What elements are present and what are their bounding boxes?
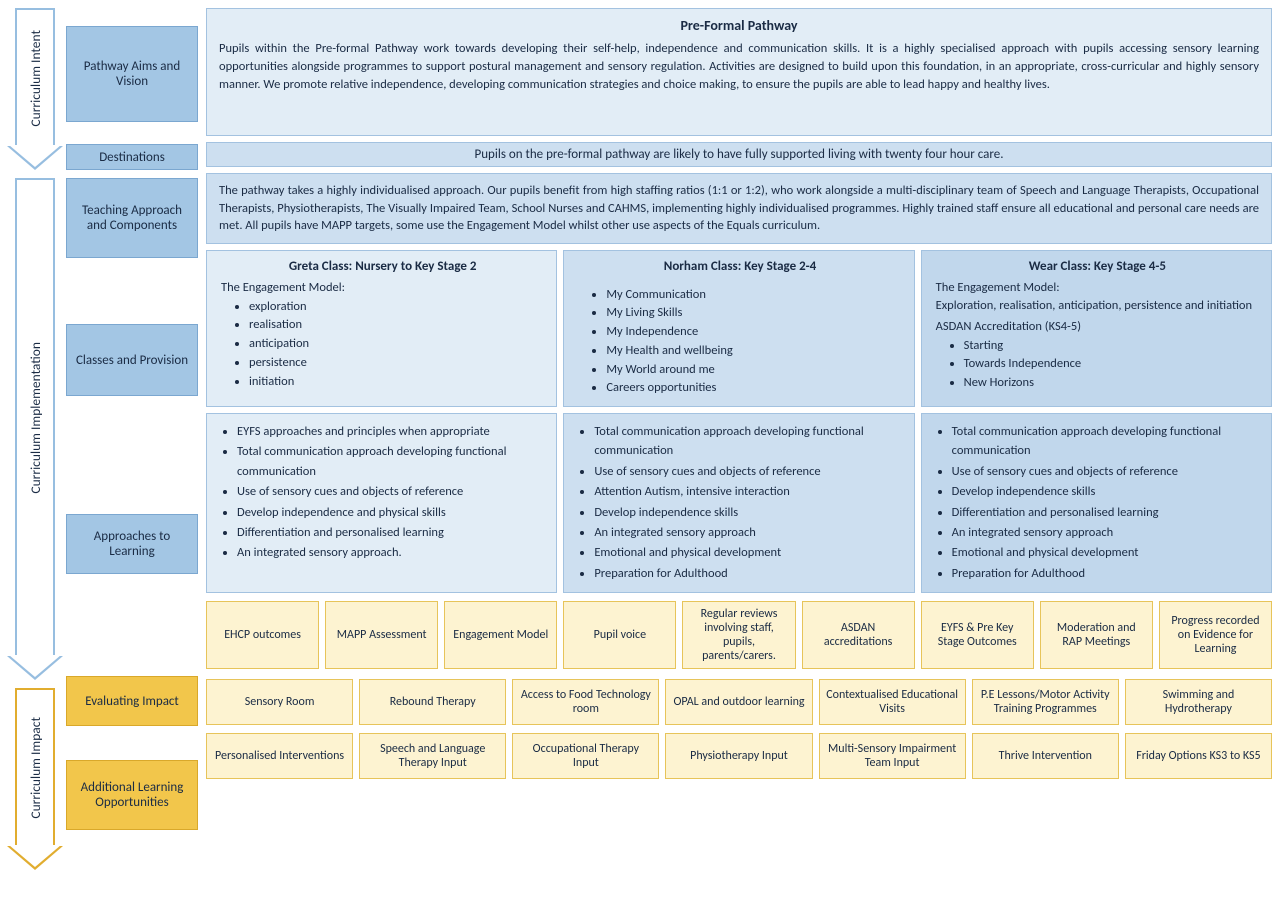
list-item: Careers opportunities [606, 379, 901, 398]
label-additional: Additional Learning Opportunities [66, 760, 198, 830]
chip: Swimming and Hydrotherapy [1125, 679, 1272, 725]
arrow-implementation-label: Curriculum Implementation [27, 342, 44, 494]
chip: Sensory Room [206, 679, 353, 725]
list-item: My World around me [606, 361, 901, 380]
arrows-column: Curriculum Intent Curriculum Implementat… [8, 8, 62, 848]
arrow-impact-label: Curriculum Impact [27, 717, 44, 819]
additional-chips-row2: Personalised InterventionsSpeech and Lan… [206, 733, 1272, 779]
list-item: Develop independence and physical skills [237, 503, 544, 522]
chip: Pupil voice [563, 601, 676, 669]
list-item: My Independence [606, 323, 901, 342]
chip: Access to Food Technology room [512, 679, 659, 725]
chip: EYFS & Pre Key Stage Outcomes [921, 601, 1034, 669]
additional-chips-row1: Sensory RoomRebound TherapyAccess to Foo… [206, 679, 1272, 725]
list-item: Total communication approach developing … [594, 422, 901, 461]
approaches-greta: EYFS approaches and principles when appr… [206, 413, 557, 593]
arrow-implementation: Curriculum Implementation [15, 178, 55, 658]
class-norham-list: My CommunicationMy Living SkillsMy Indep… [578, 286, 901, 399]
label-aims: Pathway Aims and Vision [66, 26, 198, 122]
chip: Moderation and RAP Meetings [1040, 601, 1153, 669]
teaching-panel: The pathway takes a highly individualise… [206, 173, 1272, 244]
chip: MAPP Assessment [325, 601, 438, 669]
list-item: persistence [249, 354, 544, 373]
list-item: Towards Independence [964, 355, 1259, 374]
list-item: Use of sensory cues and objects of refer… [237, 482, 544, 501]
chip: Contextualised Educational Visits [819, 679, 966, 725]
label-destinations: Destinations [66, 144, 198, 170]
chip: Occupational Therapy Input [512, 733, 659, 779]
aims-body: Pupils within the Pre-formal Pathway wor… [219, 40, 1259, 94]
list-item: Differentiation and personalised learnin… [237, 523, 544, 542]
list-item: An integrated sensory approach. [237, 543, 544, 562]
chip: Engagement Model [444, 601, 557, 669]
list-item: My Health and wellbeing [606, 342, 901, 361]
chip: Speech and Language Therapy Input [359, 733, 506, 779]
list-item: An integrated sensory approach [952, 523, 1259, 542]
chip: ASDAN accreditations [802, 601, 915, 669]
list-item: Preparation for Adulthood [594, 564, 901, 583]
list-item: Preparation for Adulthood [952, 564, 1259, 583]
labels-column: Pathway Aims and Vision Destinations Tea… [66, 8, 198, 848]
list-item: Total communication approach developing … [237, 442, 544, 481]
content-column: Pre-Formal Pathway Pupils within the Pre… [206, 8, 1272, 848]
list-item: My Living Skills [606, 304, 901, 323]
list-item: Differentiation and personalised learnin… [952, 503, 1259, 522]
list-item: Attention Autism, intensive interaction [594, 482, 901, 501]
chip: Regular reviews involving staff, pupils,… [682, 601, 795, 669]
label-teaching: Teaching Approach and Components [66, 178, 198, 258]
list-item: Develop independence skills [594, 503, 901, 522]
arrow-intent-label: Curriculum Intent [27, 30, 44, 127]
classes-row: Greta Class: Nursery to Key Stage 2 The … [206, 250, 1272, 408]
class-greta-list: explorationrealisationanticipationpersis… [221, 298, 544, 392]
aims-panel: Pre-Formal Pathway Pupils within the Pre… [206, 8, 1272, 136]
chip: Progress recorded on Evidence for Learni… [1159, 601, 1272, 669]
approaches-wear: Total communication approach developing … [921, 413, 1272, 593]
chip: Physiotherapy Input [665, 733, 812, 779]
list-item: initiation [249, 373, 544, 392]
list-item: New Horizons [964, 374, 1259, 393]
list-item: An integrated sensory approach [594, 523, 901, 542]
list-item: Total communication approach developing … [952, 422, 1259, 461]
list-item: Emotional and physical development [594, 543, 901, 562]
list-item: anticipation [249, 335, 544, 354]
list-item: Emotional and physical development [952, 543, 1259, 562]
list-item: EYFS approaches and principles when appr… [237, 422, 544, 441]
list-item: My Communication [606, 286, 901, 305]
list-item: Starting [964, 337, 1259, 356]
list-item: exploration [249, 298, 544, 317]
label-approaches: Approaches to Learning [66, 514, 198, 574]
list-item: realisation [249, 316, 544, 335]
arrow-impact: Curriculum Impact [15, 688, 55, 848]
arrow-intent: Curriculum Intent [15, 8, 55, 148]
approaches-norham: Total communication approach developing … [563, 413, 914, 593]
list-item: Use of sensory cues and objects of refer… [952, 462, 1259, 481]
class-wear-list: StartingTowards IndependenceNew Horizons [936, 337, 1259, 393]
class-greta: Greta Class: Nursery to Key Stage 2 The … [206, 250, 557, 408]
destinations-strip: Pupils on the pre-formal pathway are lik… [206, 142, 1272, 167]
chip: EHCP outcomes [206, 601, 319, 669]
label-evaluating: Evaluating Impact [66, 676, 198, 726]
chip: Rebound Therapy [359, 679, 506, 725]
chip: Multi-Sensory Impairment Team Input [819, 733, 966, 779]
class-norham: Norham Class: Key Stage 2-4 My Communica… [563, 250, 914, 408]
list-item: Develop independence skills [952, 482, 1259, 501]
label-classes: Classes and Provision [66, 324, 198, 396]
chip: OPAL and outdoor learning [665, 679, 812, 725]
chip: Personalised Interventions [206, 733, 353, 779]
class-wear: Wear Class: Key Stage 4-5 The Engagement… [921, 250, 1272, 408]
evaluating-chips: EHCP outcomesMAPP AssessmentEngagement M… [206, 601, 1272, 669]
aims-title: Pre-Formal Pathway [219, 17, 1259, 34]
chip: Thrive Intervention [972, 733, 1119, 779]
list-item: Use of sensory cues and objects of refer… [594, 462, 901, 481]
curriculum-diagram: Curriculum Intent Curriculum Implementat… [8, 8, 1272, 848]
chip: P.E Lessons/Motor Activity Training Prog… [972, 679, 1119, 725]
approaches-row: EYFS approaches and principles when appr… [206, 413, 1272, 593]
chip: Friday Options KS3 to KS5 [1125, 733, 1272, 779]
